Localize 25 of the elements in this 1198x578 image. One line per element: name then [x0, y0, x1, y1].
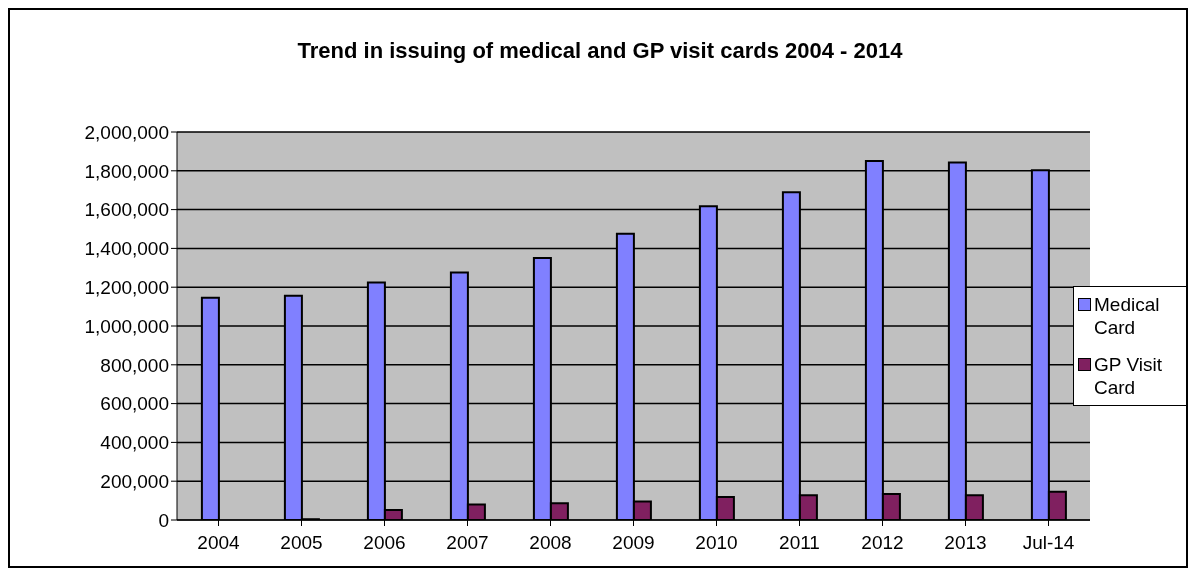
legend-label: GP Visit Card	[1094, 353, 1163, 399]
legend-label: Medical Card	[1094, 293, 1161, 339]
y-tick-label: 1,200,000	[84, 276, 169, 298]
y-tick-label: 800,000	[100, 354, 169, 376]
x-tick-label: 2007	[446, 532, 489, 554]
x-tick-label: 2005	[280, 532, 323, 554]
x-tick-label: 2012	[861, 532, 904, 554]
y-tick-label: 1,800,000	[84, 160, 169, 182]
x-tick-label: 2004	[197, 532, 241, 554]
x-tick-label: 2009	[612, 532, 655, 554]
y-tick-label: 1,000,000	[84, 315, 169, 337]
x-tick-label: 2006	[363, 532, 406, 554]
x-tick-label: 2010	[695, 532, 738, 554]
y-tick-label: 1,400,000	[84, 238, 169, 260]
x-tick-label: 2008	[529, 532, 572, 554]
y-tick-label: 1,600,000	[84, 199, 169, 221]
x-tick-label: Jul-14	[1022, 532, 1075, 554]
x-tick-label: 2013	[944, 532, 987, 554]
y-tick-label: 600,000	[100, 393, 169, 415]
x-tick-label: 2011	[779, 532, 820, 554]
y-tick-label: 0	[158, 509, 169, 531]
y-tick-label: 200,000	[100, 470, 169, 492]
y-tick-label: 400,000	[100, 432, 169, 454]
y-tick-label: 2,000,000	[84, 121, 169, 143]
chart-title: Trend in issuing of medical and GP visit cards 2004 - 2014	[296, 38, 904, 64]
